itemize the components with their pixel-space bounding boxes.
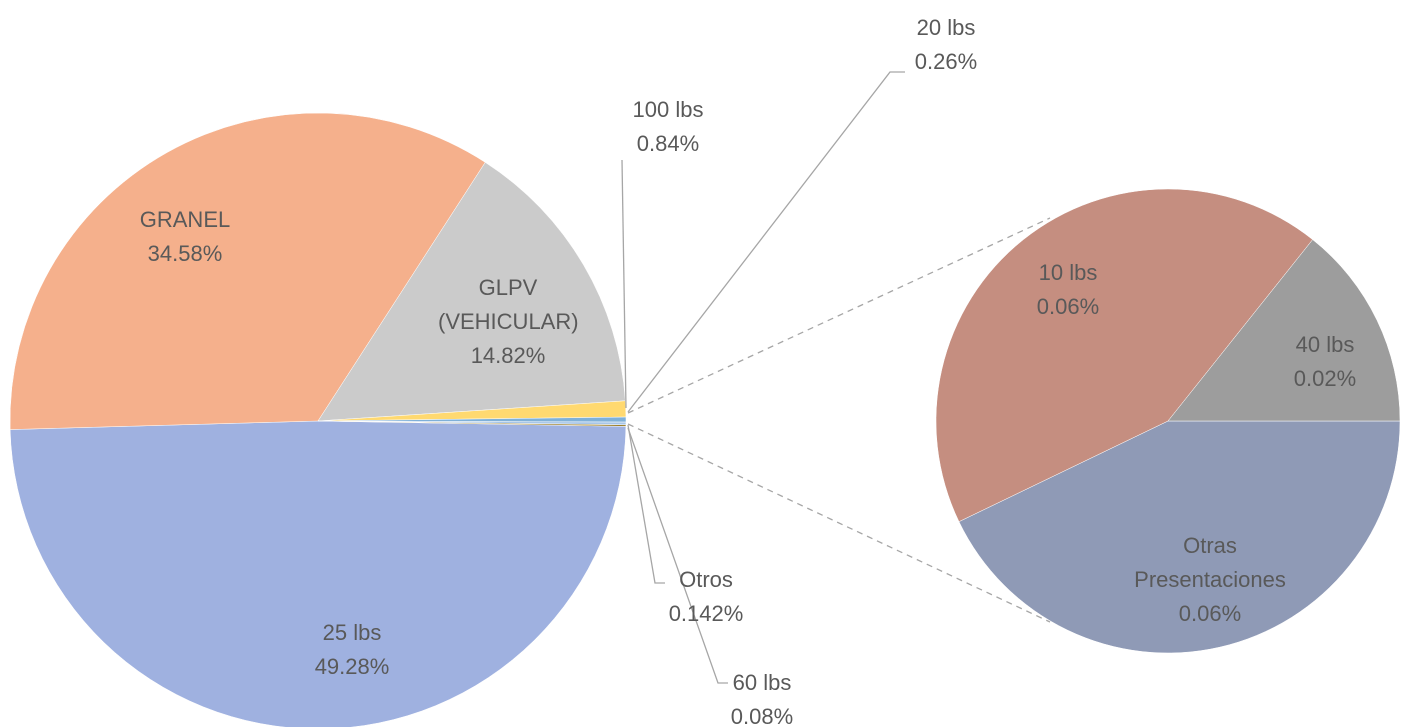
label-value: 0.02% — [1293, 366, 1357, 391]
label-value: 0.06% — [1178, 601, 1242, 626]
connector-line — [627, 217, 1051, 414]
label-value: 0.26% — [914, 49, 978, 74]
data-label: Otros 0.142% — [669, 563, 744, 631]
pie-slice — [9, 112, 486, 430]
label-name: 40 lbs — [1295, 332, 1355, 357]
data-label: 100 lbs 0.84% — [633, 93, 704, 161]
label-name: 10 lbs — [1038, 260, 1098, 285]
leader-line — [627, 424, 665, 584]
label-name: Otros — [679, 567, 733, 592]
label-name: 100 lbs — [632, 97, 704, 122]
data-label: 40 lbs 0.02% — [1294, 328, 1356, 396]
label-value: 0.08% — [730, 704, 794, 727]
data-label: GLPV (VEHICULAR) 14.82% — [438, 271, 579, 373]
data-label: 10 lbs 0.06% — [1037, 256, 1099, 324]
data-label: Otras Presentaciones 0.06% — [1110, 529, 1310, 631]
leader-line — [621, 159, 627, 409]
label-value: 0.84% — [636, 131, 700, 156]
leader-line — [627, 71, 905, 413]
leader-line — [627, 427, 728, 684]
label-value: 0.06% — [1036, 294, 1100, 319]
data-label: 20 lbs 0.26% — [915, 11, 977, 79]
pie-slice — [935, 188, 1314, 522]
label-name: GLPV (VEHICULAR) — [438, 275, 579, 334]
pie-slice — [958, 420, 1401, 654]
data-label: GRANEL 34.58% — [140, 203, 230, 271]
data-label: 25 lbs 49.28% — [315, 616, 390, 684]
pie-slice — [1167, 239, 1401, 422]
label-name: Otras Presentaciones — [1134, 533, 1286, 592]
label-value: 14.82% — [470, 343, 546, 368]
connector-line — [627, 423, 1051, 623]
data-label: 60 lbs 0.08% — [731, 666, 793, 727]
label-name: GRANEL — [139, 207, 231, 232]
label-value: 34.58% — [147, 241, 223, 266]
label-name: 60 lbs — [732, 670, 792, 695]
label-name: 20 lbs — [916, 15, 976, 40]
pie-slice — [9, 420, 627, 727]
label-name: 25 lbs — [322, 620, 382, 645]
label-value: 49.28% — [314, 654, 390, 679]
label-value: 0.142% — [668, 601, 744, 626]
pie-slice — [317, 420, 627, 427]
pie-slice — [317, 162, 626, 422]
